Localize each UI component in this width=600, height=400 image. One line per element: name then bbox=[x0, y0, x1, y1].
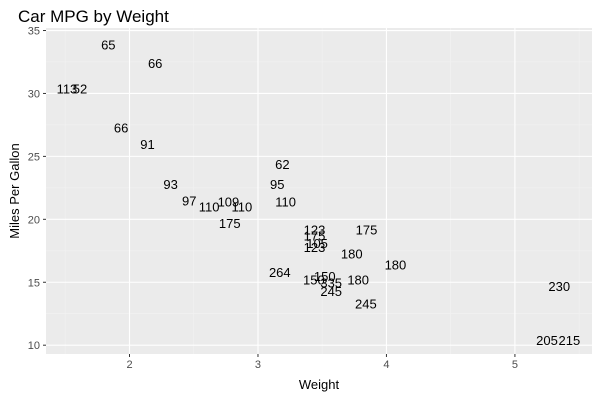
data-point-label: 180 bbox=[347, 273, 369, 288]
data-point-label: 66 bbox=[148, 56, 162, 71]
data-point-label: 95 bbox=[270, 177, 284, 192]
data-point-label: 175 bbox=[304, 229, 326, 244]
plot-panel bbox=[46, 28, 592, 354]
data-point-label: 245 bbox=[355, 297, 377, 312]
data-point-label: 52 bbox=[73, 81, 87, 96]
y-tick-label: 15 bbox=[28, 277, 40, 289]
x-axis-title: Weight bbox=[299, 377, 340, 392]
data-point-label: 123 bbox=[304, 240, 326, 255]
y-axis-title: Miles Per Gallon bbox=[7, 143, 22, 238]
data-point-label: 205 bbox=[536, 333, 558, 348]
data-point-label: 62 bbox=[275, 157, 289, 172]
data-point-label: 175 bbox=[356, 222, 378, 237]
data-point-label: 93 bbox=[163, 177, 177, 192]
data-point-label: 66 bbox=[114, 120, 128, 135]
data-point-label: 264 bbox=[269, 265, 291, 280]
data-point-label: 65 bbox=[101, 37, 115, 52]
x-tick-label: 3 bbox=[255, 359, 261, 371]
y-tick-label: 35 bbox=[28, 26, 40, 38]
data-point-label: 97 bbox=[182, 193, 196, 208]
data-point-label: 110 bbox=[199, 200, 220, 215]
data-point-label: 175 bbox=[219, 216, 241, 231]
data-point-label: 109 bbox=[218, 195, 240, 210]
data-point-label: 110 bbox=[275, 195, 296, 210]
data-point-label: 180 bbox=[341, 246, 363, 261]
y-tick-label: 20 bbox=[28, 214, 40, 226]
minor-gridlines bbox=[46, 28, 592, 354]
data-point-label: 105 bbox=[306, 236, 328, 251]
x-tick-label: 5 bbox=[512, 359, 518, 371]
data-point-label: 150 bbox=[303, 273, 325, 288]
data-point-label: 230 bbox=[548, 279, 570, 294]
y-tick-label: 25 bbox=[28, 151, 40, 163]
y-tick-label: 30 bbox=[28, 88, 40, 100]
data-point-label: 110 bbox=[232, 200, 253, 215]
chart-title: Car MPG by Weight bbox=[18, 7, 169, 26]
data-point-label: 123 bbox=[304, 222, 326, 237]
x-tick-label: 2 bbox=[126, 359, 132, 371]
data-point-label: 180 bbox=[385, 258, 407, 273]
data-point-label: 150 bbox=[314, 269, 336, 284]
x-tick-label: 4 bbox=[383, 359, 389, 371]
data-point-label: 335 bbox=[320, 275, 342, 290]
data-point-label: 91 bbox=[140, 137, 154, 152]
major-gridlines bbox=[46, 28, 592, 354]
data-point-label: 113 bbox=[57, 81, 78, 96]
y-tick-label: 10 bbox=[28, 340, 40, 352]
y-axis-ticks: 10 15 20 25 30 35 bbox=[28, 26, 46, 352]
data-point-label: 245 bbox=[320, 284, 342, 299]
data-point-label: 215 bbox=[559, 333, 581, 348]
x-axis-ticks: 2 3 4 5 bbox=[126, 354, 518, 371]
